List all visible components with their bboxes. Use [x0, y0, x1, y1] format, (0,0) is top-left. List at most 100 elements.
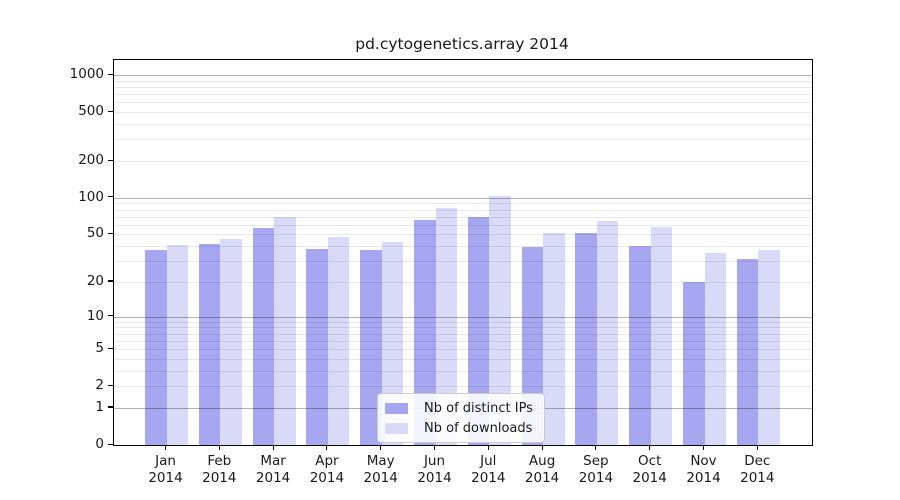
- y-tick-mark: [108, 280, 113, 282]
- y-tick-mark: [108, 315, 113, 317]
- x-tick-mark: [541, 445, 543, 450]
- legend-swatch-distinct-ips: [385, 403, 408, 414]
- x-tick-year: 2014: [309, 470, 345, 486]
- y-tick-label: 500: [78, 103, 104, 120]
- minor-gridline: [114, 139, 812, 141]
- x-tick-mark: [272, 445, 274, 450]
- y-tick-mark: [108, 384, 113, 386]
- bar-distinct-ips-dec: [736, 259, 759, 445]
- minor-gridline: [114, 321, 812, 323]
- minor-gridline: [114, 327, 812, 329]
- x-tick-label-jul: Jul 2014: [456, 453, 520, 487]
- x-tick-label-sep: Sep 2014: [564, 453, 628, 487]
- x-tick-year: 2014: [686, 470, 721, 486]
- y-tick-label: 1: [95, 398, 104, 415]
- x-tick-year: 2014: [148, 470, 183, 486]
- minor-gridline: [114, 216, 812, 218]
- major-gridline: [114, 75, 812, 76]
- x-tick-month: Aug: [528, 453, 556, 469]
- x-tick-label-aug: Aug 2014: [510, 453, 574, 487]
- x-tick-year: 2014: [417, 470, 452, 486]
- chart-title: pd.cytogenetics.array 2014: [355, 35, 569, 53]
- major-gridline: [114, 197, 812, 199]
- y-tick-label: 2: [95, 377, 104, 394]
- x-tick-year: 2014: [363, 470, 398, 486]
- plot-area: Nb of distinct IPs Nb of downloads: [113, 59, 813, 446]
- x-tick-month: Jul: [480, 453, 497, 469]
- y-tick-label: 20: [86, 272, 104, 289]
- y-tick-label: 50: [86, 225, 104, 242]
- minor-gridline: [114, 349, 812, 350]
- x-tick-mark: [433, 445, 436, 450]
- legend-label: Nb of downloads: [424, 421, 533, 436]
- legend-item: Nb of downloads: [385, 421, 533, 436]
- x-tick-label-may: May 2014: [349, 453, 413, 487]
- y-tick-label: 100: [78, 188, 104, 205]
- legend-label: Nb of distinct IPs: [424, 401, 533, 416]
- major-gridline: [114, 316, 812, 318]
- bar-downloads-dec: [758, 250, 780, 445]
- x-tick-year: 2014: [471, 470, 506, 486]
- x-tick-month: Dec: [744, 453, 771, 469]
- y-tick-label: 5: [95, 340, 104, 356]
- bar-distinct-ips-feb: [198, 243, 221, 445]
- minor-gridline: [114, 203, 812, 205]
- x-tick-label-apr: Apr 2014: [295, 453, 359, 487]
- minor-gridline: [114, 358, 812, 360]
- x-tick-label-dec: Dec 2014: [725, 453, 789, 487]
- minor-gridline: [114, 386, 812, 388]
- x-tick-year: 2014: [202, 470, 237, 486]
- y-tick-mark: [108, 159, 113, 161]
- bar-downloads-oct: [650, 226, 673, 445]
- x-tick-year: 2014: [524, 470, 560, 486]
- x-tick-label-feb: Feb 2014: [187, 453, 251, 487]
- x-tick-mark: [702, 445, 705, 450]
- legend: Nb of distinct IPs Nb of downloads: [377, 393, 545, 443]
- x-tick-label-jun: Jun 2014: [403, 453, 467, 487]
- x-tick-year: 2014: [740, 470, 775, 486]
- bar-downloads-sep: [596, 221, 619, 445]
- x-tick-label-nov: Nov 2014: [672, 453, 736, 487]
- minor-gridline: [114, 161, 812, 162]
- x-tick-month: Feb: [207, 453, 232, 469]
- bar-distinct-ips-oct: [629, 246, 651, 445]
- x-tick-month: Jun: [423, 453, 446, 469]
- x-tick-month: Nov: [690, 453, 717, 469]
- y-tick-mark: [108, 196, 113, 198]
- y-tick-label: 200: [78, 152, 104, 168]
- x-tick-year: 2014: [632, 470, 667, 486]
- bar-downloads-apr: [327, 236, 350, 445]
- bar-distinct-ips-jan: [145, 250, 167, 445]
- x-tick-month: May: [366, 453, 395, 469]
- x-tick-mark: [164, 445, 167, 450]
- x-tick-mark: [487, 445, 489, 450]
- grid-layer: [114, 60, 812, 445]
- x-tick-year: 2014: [255, 470, 291, 486]
- x-tick-mark: [595, 445, 597, 450]
- x-tick-year: 2014: [578, 470, 614, 486]
- bar-distinct-ips-sep: [575, 233, 597, 445]
- minor-gridline: [114, 246, 812, 248]
- bars-layer: [114, 60, 812, 445]
- x-tick-month: Oct: [638, 453, 662, 469]
- bar-downloads-jan: [166, 244, 188, 445]
- y-tick-mark: [108, 406, 113, 408]
- x-tick-mark: [218, 445, 220, 450]
- legend-item: Nb of distinct IPs: [385, 401, 533, 416]
- x-tick-mark: [380, 445, 382, 450]
- legend-swatch-downloads: [385, 423, 408, 434]
- x-tick-mark: [649, 445, 651, 450]
- minor-gridline: [114, 80, 812, 82]
- y-tick-label: 1000: [69, 66, 104, 82]
- y-tick-label: 0: [95, 436, 104, 452]
- minor-gridline: [114, 224, 812, 226]
- minor-gridline: [114, 102, 812, 104]
- minor-gridline: [114, 94, 812, 96]
- minor-gridline: [114, 86, 812, 88]
- bar-downloads-mar: [274, 216, 296, 445]
- y-tick-label: 10: [86, 307, 104, 324]
- minor-gridline: [114, 234, 812, 236]
- bar-distinct-ips-nov: [683, 281, 705, 445]
- minor-gridline: [114, 124, 812, 125]
- minor-gridline: [114, 333, 812, 335]
